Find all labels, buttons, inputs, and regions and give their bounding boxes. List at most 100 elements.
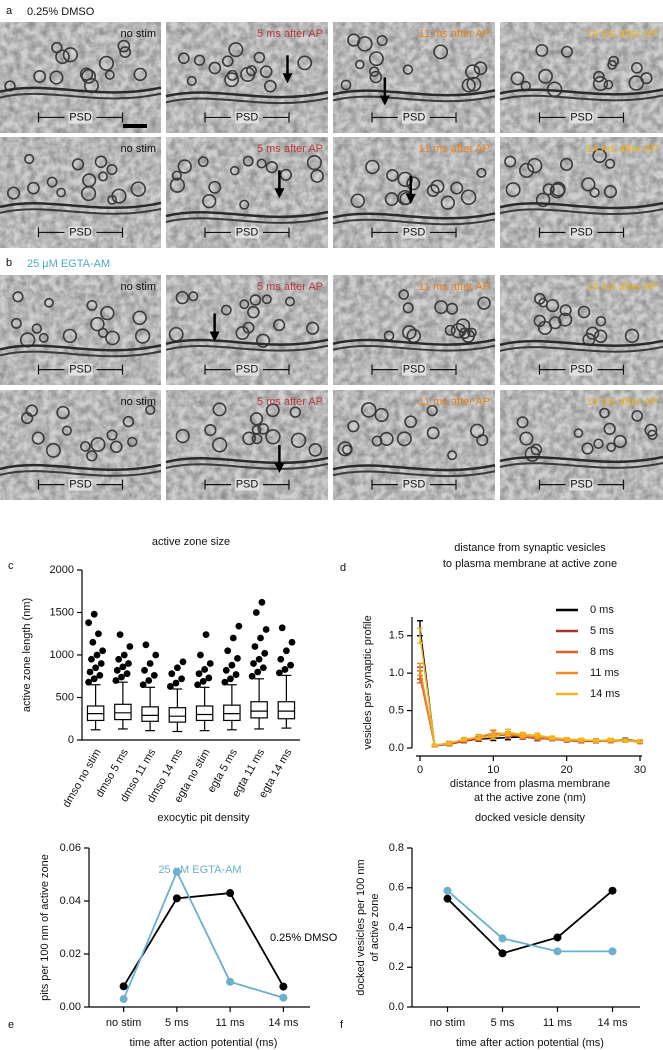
- vesicle: [379, 431, 394, 446]
- psd-label: PSD: [69, 364, 92, 376]
- outlier: [146, 660, 154, 667]
- vesicle: [122, 415, 135, 428]
- psd-label: PSD: [69, 226, 92, 238]
- vesicle: [100, 305, 115, 321]
- vesicle: [251, 433, 263, 445]
- series-line: [419, 635, 641, 746]
- psd-bg: [402, 478, 426, 491]
- vesicle: [117, 39, 131, 53]
- condition-label: 11 ms after AP: [419, 143, 490, 155]
- em-image: [332, 390, 496, 500]
- vesicle: [186, 75, 197, 86]
- em-image: [0, 137, 162, 248]
- psd-bg: [235, 478, 259, 491]
- series-line: [446, 890, 614, 955]
- outlier: [90, 610, 98, 618]
- vesicle: [56, 405, 70, 420]
- vesicle: [527, 157, 543, 174]
- membrane: [332, 338, 496, 346]
- membrane: [499, 345, 663, 353]
- outlier: [90, 675, 98, 683]
- x-tick-label: dmso no stim: [61, 747, 104, 810]
- condition-label: 14 ms after AP: [586, 28, 658, 40]
- condition-label: no stim: [121, 396, 156, 408]
- outlier: [173, 664, 181, 672]
- em-image: [165, 137, 329, 248]
- outlier: [115, 655, 123, 663]
- vesicle: [259, 65, 273, 79]
- psd-bg: [68, 111, 93, 124]
- vesicle: [465, 64, 481, 80]
- outlier: [166, 683, 174, 690]
- vesicle: [504, 155, 517, 168]
- outlier: [248, 672, 256, 680]
- psd-label: PSD: [570, 364, 593, 376]
- vesicle: [368, 51, 384, 67]
- vesicle: [265, 160, 279, 174]
- point: [172, 867, 181, 876]
- membrane: [332, 344, 496, 352]
- vesicle: [559, 304, 572, 317]
- vesicle: [31, 431, 45, 445]
- outlier: [86, 668, 94, 676]
- outlier: [224, 647, 232, 655]
- vesicle: [535, 43, 549, 57]
- vesicle: [249, 294, 262, 306]
- outlier: [275, 669, 283, 677]
- vesicle: [592, 76, 608, 92]
- vesicle: [308, 443, 323, 457]
- membrane: [0, 350, 162, 358]
- vesicle: [548, 316, 562, 330]
- box: [168, 707, 187, 723]
- panel-label: e: [8, 1019, 14, 1031]
- vesicle: [208, 180, 222, 194]
- outlier: [287, 661, 294, 669]
- em-image: [332, 275, 496, 385]
- vesicle: [347, 420, 360, 433]
- vesicle: [242, 431, 256, 446]
- vesicle: [80, 441, 91, 452]
- condition-label: 14 ms after AP: [586, 143, 658, 155]
- chart-title: exocytic pit density: [157, 812, 250, 824]
- vesicle: [239, 299, 250, 310]
- vesicle: [82, 173, 97, 188]
- membrane: [332, 89, 496, 97]
- vesicle: [110, 440, 123, 454]
- vesicle: [542, 183, 555, 196]
- outlier: [120, 651, 128, 659]
- outlier: [141, 666, 148, 674]
- vesicle: [604, 158, 616, 169]
- vesicle: [467, 327, 477, 338]
- vesicle: [350, 193, 365, 208]
- vesicle: [202, 194, 217, 209]
- panel-label: f: [340, 1019, 344, 1031]
- outlier: [262, 626, 270, 633]
- outlier: [85, 619, 93, 627]
- outlier: [89, 638, 97, 646]
- outlier: [201, 666, 209, 673]
- vesicle: [10, 317, 22, 329]
- outlier: [97, 660, 105, 667]
- y-tick-label: 0.0: [389, 742, 404, 754]
- membrane: [165, 217, 329, 224]
- vesicle: [347, 33, 361, 47]
- y-tick-label: 0.6: [389, 882, 404, 894]
- vesicle: [133, 67, 147, 82]
- vesicle: [310, 169, 324, 183]
- vesicle: [12, 291, 24, 303]
- vesicle: [603, 79, 614, 90]
- vesicle: [188, 291, 199, 302]
- vesicle: [340, 79, 352, 91]
- vesicle: [581, 442, 594, 455]
- y-tick-label: 1000: [50, 649, 74, 661]
- box: [250, 701, 268, 719]
- vesicle: [239, 199, 250, 210]
- vesicle: [589, 187, 600, 198]
- panel-label: a: [6, 5, 13, 17]
- point: [119, 995, 128, 1004]
- outlier: [194, 681, 202, 689]
- arrow-head: [405, 193, 416, 204]
- y-tick-label: 1.5: [389, 630, 404, 642]
- outlier: [85, 678, 93, 686]
- membrane: [0, 86, 162, 94]
